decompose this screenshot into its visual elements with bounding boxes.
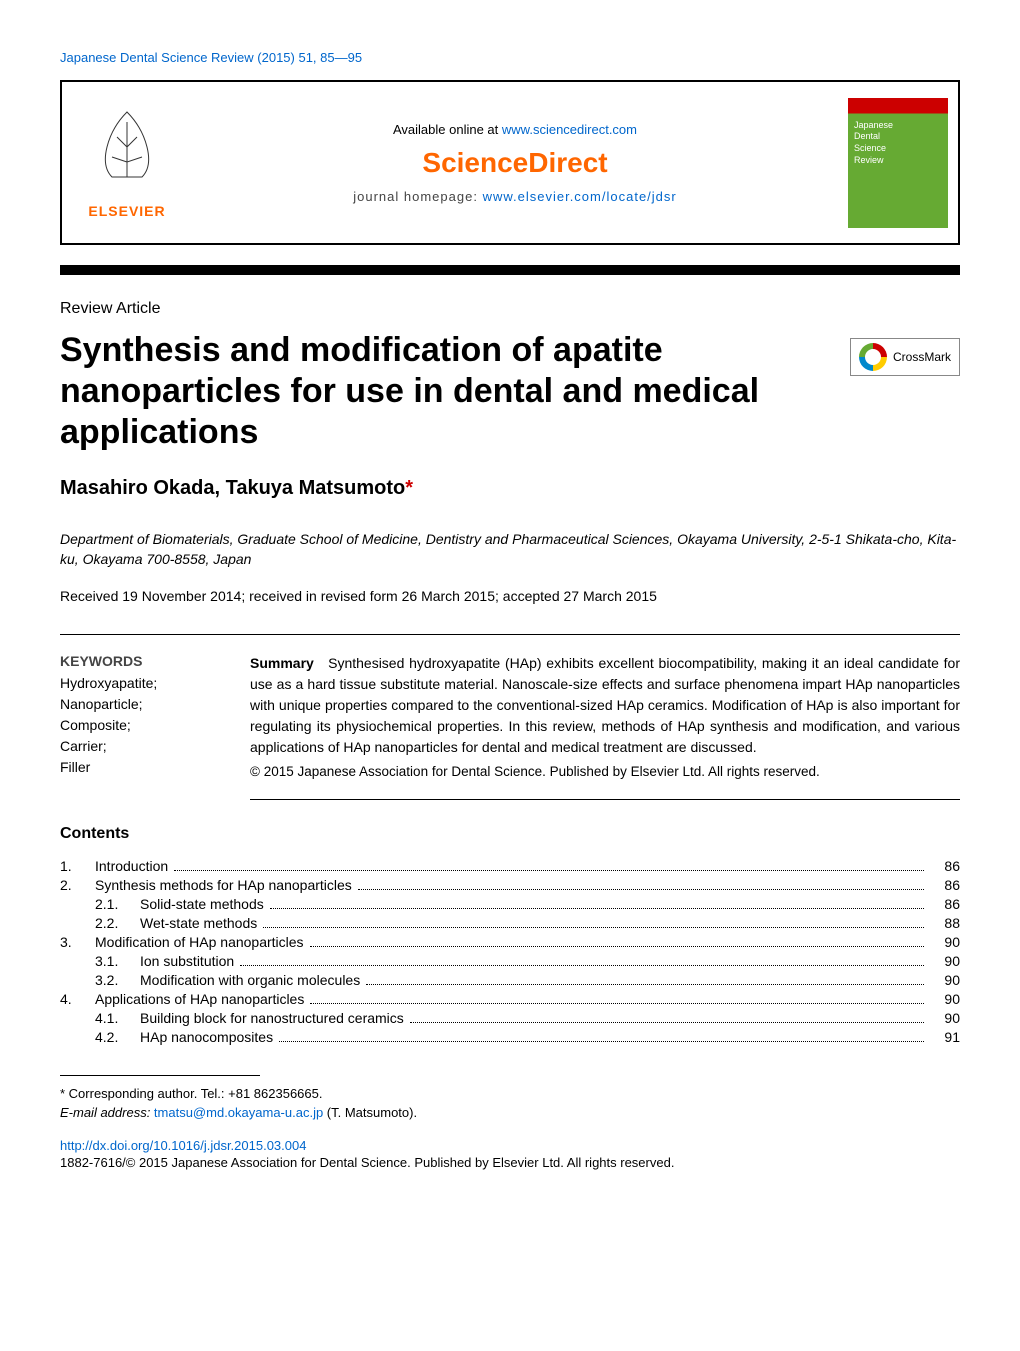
toc-row: 1.Introduction 86 <box>60 858 960 874</box>
toc-page: 90 <box>930 972 960 988</box>
elsevier-logo: ELSEVIER <box>62 82 192 243</box>
toc-label: Modification of HAp nanoparticles <box>95 934 304 950</box>
corresponding-mark: * <box>405 477 413 499</box>
article-dates: Received 19 November 2014; received in r… <box>60 588 960 604</box>
toc-row: 4.Applications of HAp nanoparticles 90 <box>60 991 960 1007</box>
affiliation: Department of Biomaterials, Graduate Sch… <box>60 530 960 569</box>
doi-link[interactable]: http://dx.doi.org/10.1016/j.jdsr.2015.03… <box>60 1138 960 1153</box>
toc-row: 4.2.HAp nanocomposites 91 <box>60 1029 960 1045</box>
header-divider-bar <box>60 265 960 275</box>
email-link[interactable]: tmatsu@md.okayama-u.ac.jp <box>154 1105 323 1120</box>
toc-label: Synthesis methods for HAp nanoparticles <box>95 877 352 893</box>
crossmark-badge[interactable]: CrossMark <box>850 338 960 376</box>
summary-text: Summary Synthesised hydroxyapatite (HAp)… <box>250 653 960 758</box>
homepage-label: journal homepage: <box>353 189 482 204</box>
divider <box>250 799 960 800</box>
toc-row: 4.1.Building block for nanostructured ce… <box>60 1010 960 1026</box>
toc-page: 86 <box>930 877 960 893</box>
toc-label: Wet-state methods <box>140 915 257 931</box>
corresponding-footnote: * Corresponding author. Tel.: +81 862356… <box>60 1084 960 1123</box>
toc-dots <box>366 984 924 985</box>
header-center: Available online at www.sciencedirect.co… <box>192 82 838 243</box>
homepage-link[interactable]: www.elsevier.com/locate/jdsr <box>483 189 677 204</box>
toc-number: 2.2. <box>95 915 140 931</box>
toc-number: 1. <box>60 858 95 874</box>
toc-number: 3. <box>60 934 95 950</box>
toc-page: 90 <box>930 1010 960 1026</box>
elsevier-text: ELSEVIER <box>88 203 165 219</box>
toc-page: 86 <box>930 858 960 874</box>
toc-number: 3.2. <box>95 972 140 988</box>
toc-row: 2.Synthesis methods for HAp nanoparticle… <box>60 877 960 893</box>
journal-reference: Japanese Dental Science Review (2015) 51… <box>60 50 960 65</box>
toc-number: 4.2. <box>95 1029 140 1045</box>
article-type: Review Article <box>60 300 960 318</box>
authors: Masahiro Okada, Takuya Matsumoto* <box>60 477 960 500</box>
crossmark-label: CrossMark <box>893 350 951 364</box>
summary-label: Summary <box>250 655 314 671</box>
keywords-box: KEYWORDS Hydroxyapatite; Nanoparticle; C… <box>60 653 220 779</box>
toc-label: HAp nanocomposites <box>140 1029 273 1045</box>
elsevier-tree-icon <box>92 107 162 199</box>
footer-separator <box>60 1075 260 1076</box>
toc-label: Building block for nanostructured cerami… <box>140 1010 404 1026</box>
toc-label: Solid-state methods <box>140 896 264 912</box>
sciencedirect-logo: ScienceDirect <box>422 147 607 179</box>
toc-row: 3.1.Ion substitution 90 <box>60 953 960 969</box>
table-of-contents: 1.Introduction862.Synthesis methods for … <box>60 858 960 1045</box>
journal-homepage: journal homepage: www.elsevier.com/locat… <box>353 189 676 204</box>
toc-dots <box>310 1003 924 1004</box>
header-box: ELSEVIER Available online at www.science… <box>60 80 960 245</box>
toc-row: 3.Modification of HAp nanoparticles 90 <box>60 934 960 950</box>
toc-label: Introduction <box>95 858 168 874</box>
cover-text: Japanese Dental Science Review <box>854 120 893 167</box>
email-name: (T. Matsumoto). <box>323 1105 417 1120</box>
toc-dots <box>410 1022 924 1023</box>
available-online: Available online at www.sciencedirect.co… <box>393 122 637 137</box>
toc-label: Applications of HAp nanoparticles <box>95 991 304 1007</box>
issn-copyright: 1882-7616/© 2015 Japanese Association fo… <box>60 1155 960 1170</box>
toc-dots <box>358 889 924 890</box>
toc-row: 3.2.Modification with organic molecules 9… <box>60 972 960 988</box>
email-label: E-mail address: <box>60 1105 154 1120</box>
article-title: Synthesis and modification of apatite na… <box>60 330 830 452</box>
toc-number: 2. <box>60 877 95 893</box>
toc-number: 3.1. <box>95 953 140 969</box>
toc-row: 2.1.Solid-state methods 86 <box>60 896 960 912</box>
copyright: © 2015 Japanese Association for Dental S… <box>250 764 960 779</box>
toc-page: 88 <box>930 915 960 931</box>
corr-author-text: * Corresponding author. Tel.: +81 862356… <box>60 1084 960 1104</box>
toc-number: 4.1. <box>95 1010 140 1026</box>
toc-dots <box>240 965 924 966</box>
cover-image: Japanese Dental Science Review <box>848 98 948 228</box>
toc-page: 91 <box>930 1029 960 1045</box>
toc-dots <box>270 908 924 909</box>
toc-number: 4. <box>60 991 95 1007</box>
keywords-list: Hydroxyapatite; Nanoparticle; Composite;… <box>60 673 220 778</box>
sciencedirect-link[interactable]: www.sciencedirect.com <box>502 122 637 137</box>
toc-page: 90 <box>930 934 960 950</box>
toc-dots <box>279 1041 924 1042</box>
toc-dots <box>310 946 924 947</box>
summary-box: Summary Synthesised hydroxyapatite (HAp)… <box>250 653 960 779</box>
toc-row: 2.2.Wet-state methods 88 <box>60 915 960 931</box>
divider <box>60 634 960 635</box>
crossmark-icon <box>859 343 887 371</box>
summary-body: Synthesised hydroxyapatite (HAp) exhibit… <box>250 655 960 755</box>
toc-page: 90 <box>930 953 960 969</box>
author-names: Masahiro Okada, Takuya Matsumoto <box>60 477 405 499</box>
toc-number: 2.1. <box>95 896 140 912</box>
toc-label: Ion substitution <box>140 953 234 969</box>
journal-cover: Japanese Dental Science Review <box>838 82 958 243</box>
keywords-title: KEYWORDS <box>60 653 220 669</box>
contents-title: Contents <box>60 825 960 843</box>
toc-page: 90 <box>930 991 960 1007</box>
toc-page: 86 <box>930 896 960 912</box>
abstract-section: KEYWORDS Hydroxyapatite; Nanoparticle; C… <box>60 653 960 779</box>
toc-dots <box>263 927 924 928</box>
available-text: Available online at <box>393 122 502 137</box>
toc-dots <box>174 870 924 871</box>
toc-label: Modification with organic molecules <box>140 972 360 988</box>
